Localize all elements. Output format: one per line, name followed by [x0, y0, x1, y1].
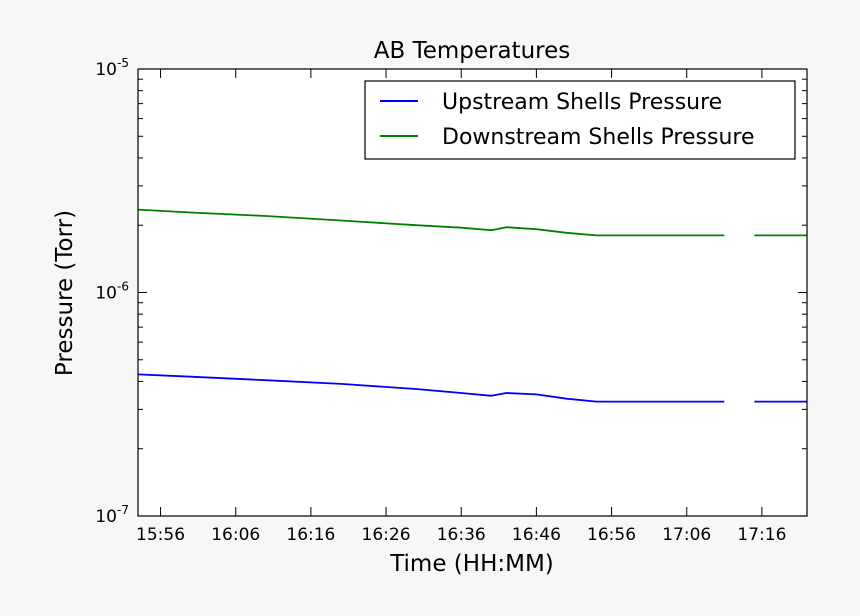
- x-tick-label-2: 16:16: [286, 525, 335, 545]
- x-axis-label: Time (HH:MM): [389, 551, 554, 577]
- y-tick-label-2: 10: [95, 507, 117, 527]
- x-tick-label-0: 15:56: [136, 525, 185, 545]
- series-layer: [137, 208, 807, 403]
- series-line-1-segment-0: [137, 208, 725, 237]
- y-minor-ticks: [138, 78, 807, 450]
- series-line-0-segment-0: [137, 373, 725, 403]
- x-tick-label-4: 16:36: [437, 525, 486, 545]
- y-tick-label-1: 10: [95, 284, 117, 304]
- x-tick-label-7: 17:06: [662, 525, 711, 545]
- y-tick-exponent-2: -7: [117, 503, 129, 517]
- x-tick-label-5: 16:46: [512, 525, 561, 545]
- x-tick-label-8: 17:16: [737, 525, 786, 545]
- y-axis-label: Pressure (Torr): [52, 210, 78, 376]
- legend-box: [364, 80, 796, 160]
- x-tick-label-3: 16:26: [362, 525, 411, 545]
- x-ticks: 15:56 16:06 16:16 16:26 16:36 16:46 16:56 17:06…: [136, 69, 786, 545]
- legend: Upstream Shells Pressure Downstream Shel…: [364, 80, 796, 160]
- x-tick-label-1: 16:06: [211, 525, 260, 545]
- chart-title: AB Temperatures: [374, 38, 571, 64]
- y-major-ticks: 10-510-610-7: [95, 56, 807, 527]
- y-tick-exponent-1: -6: [117, 280, 129, 294]
- legend-label-upstream: Upstream Shells Pressure: [442, 90, 722, 115]
- legend-label-downstream: Downstream Shells Pressure: [442, 125, 755, 150]
- y-tick-exponent-0: -5: [117, 56, 129, 70]
- y-tick-label-0: 10: [95, 60, 117, 80]
- x-tick-label-6: 16:56: [587, 525, 636, 545]
